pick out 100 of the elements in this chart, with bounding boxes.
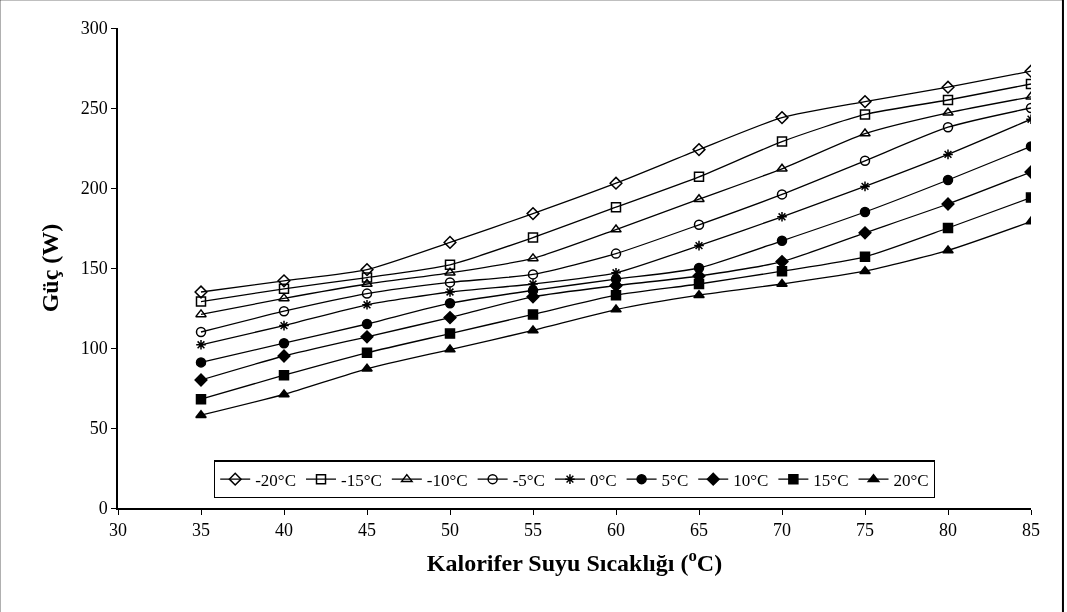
legend-label: -15°C [341,470,382,490]
point [776,211,788,223]
legend-label: 20°C [893,470,929,490]
point [361,272,373,283]
point [444,277,456,288]
point [527,325,539,334]
point [693,278,705,290]
x-axis-title: Kalorifer Suyu Sıcaklığı ($^{o}$C) [426,546,723,577]
point [527,269,539,280]
point [444,259,456,271]
point [859,265,871,275]
point [858,226,872,240]
point [527,232,539,243]
point [278,305,290,317]
point [361,318,373,330]
point [859,155,871,167]
point [693,171,705,183]
point [942,222,954,234]
point [278,337,290,349]
y-tick-label: 150 [80,258,108,279]
point [361,299,373,311]
point [361,347,373,359]
x-tick-label: 35 [192,520,210,541]
point [195,326,207,338]
point [859,109,871,120]
x-tick-label: 45 [358,520,376,541]
point [859,128,871,137]
point [361,278,373,287]
point [527,309,539,320]
x-tick-label: 70 [773,520,791,541]
x-tick-label: 85 [1022,520,1040,541]
legend-label: 5°C [661,470,689,490]
point [776,235,788,247]
point [278,293,290,302]
point [610,304,622,313]
point [610,201,622,213]
point [277,349,291,363]
point [444,286,456,298]
point [444,344,456,353]
point [195,409,207,419]
point [942,94,954,106]
point [942,107,954,116]
point [942,121,954,133]
point [610,248,622,259]
y-tick-label: 250 [80,98,108,119]
x-tick-label: 50 [441,520,459,541]
point [776,278,788,287]
point [610,224,622,233]
point [360,330,374,344]
point [278,320,290,332]
point [942,148,954,160]
point [195,309,207,318]
point [693,240,705,252]
point [195,357,207,368]
y-tick-label: 300 [80,18,108,39]
legend-label: -10°C [426,470,468,490]
y-tick-label: 50 [89,418,108,439]
point [692,143,706,157]
legend-label: 15°C [813,470,849,490]
x-tick-label: 60 [607,520,625,541]
point [278,283,290,295]
point [941,80,955,94]
point [361,363,373,372]
point [277,274,291,288]
point [859,180,871,192]
point [859,206,871,218]
point [361,288,373,299]
legend-label: 0°C [589,470,617,490]
legend-label: -5°C [512,470,545,490]
legend-label: -20°C [255,470,297,490]
point [610,289,622,301]
point [194,373,208,387]
point [360,263,374,277]
point [693,289,705,299]
point [444,328,456,339]
point [278,389,290,398]
point [527,253,539,262]
point [444,297,456,309]
point [941,197,955,211]
point [195,296,207,307]
point [942,245,954,254]
point [443,311,457,325]
point [942,174,954,186]
point [776,189,788,200]
point [194,285,208,299]
point [776,136,788,147]
x-tick-label: 65 [690,520,708,541]
x-tick-label: 40 [275,520,293,541]
point [526,207,540,221]
point [693,219,705,231]
x-tick-label: 80 [939,520,957,541]
point [195,393,207,405]
point [195,339,207,351]
point [775,111,789,125]
point [776,163,788,172]
x-tick-label: 30 [109,520,127,541]
y-tick-label: 0 [98,498,108,519]
point [443,235,457,249]
point [278,369,290,381]
point [776,265,788,277]
